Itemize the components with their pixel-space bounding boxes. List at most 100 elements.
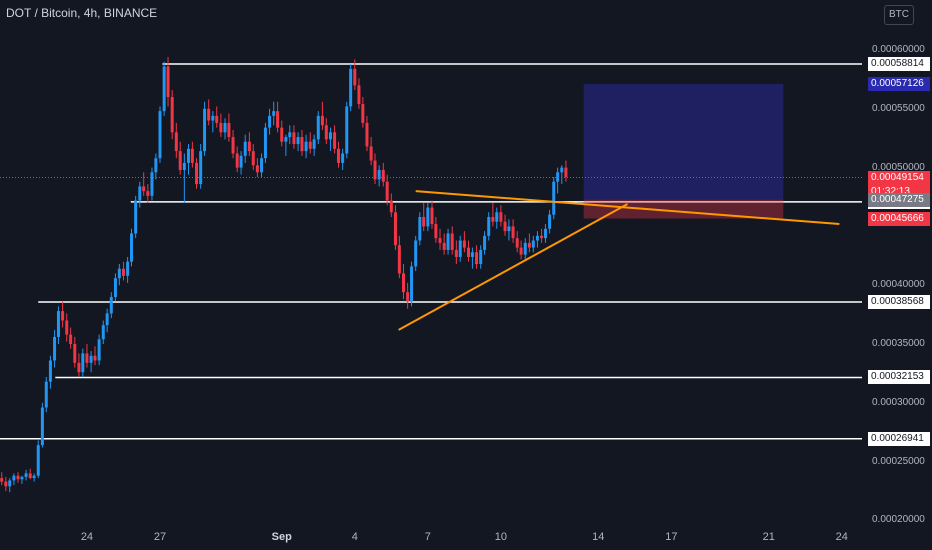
candle-body-8 bbox=[20, 476, 24, 480]
candle-body-105 bbox=[414, 240, 418, 267]
candle-body-57 bbox=[219, 122, 223, 133]
candle-body-18 bbox=[61, 311, 65, 321]
candle-body-22 bbox=[77, 362, 81, 373]
candle-body-100 bbox=[393, 212, 397, 246]
candle-body-3 bbox=[0, 478, 4, 482]
candle-body-127 bbox=[503, 221, 507, 232]
candle-body-114 bbox=[450, 233, 454, 250]
currency-button[interactable]: BTC bbox=[884, 5, 914, 25]
candle-body-97 bbox=[381, 169, 385, 182]
target-zone[interactable] bbox=[583, 83, 784, 200]
y-tick-label: 0.00060000 bbox=[872, 44, 925, 55]
candle-body-78 bbox=[304, 141, 308, 152]
price-label-tag: 0.00038568 bbox=[868, 295, 930, 310]
candle-body-75 bbox=[292, 132, 296, 145]
candle-body-56 bbox=[215, 115, 219, 123]
candle-body-124 bbox=[491, 216, 495, 222]
candle-body-61 bbox=[235, 153, 239, 168]
candle-body-126 bbox=[499, 212, 503, 222]
candle-body-42 bbox=[158, 111, 162, 159]
candle-body-30 bbox=[109, 296, 113, 314]
candle-body-15 bbox=[48, 360, 52, 382]
price-label-tag: 0.00049154 bbox=[868, 170, 930, 185]
candle-body-28 bbox=[101, 325, 105, 340]
trendline-1[interactable] bbox=[398, 203, 629, 331]
candle-body-71 bbox=[276, 111, 280, 128]
candle-body-88 bbox=[345, 106, 349, 154]
candle-body-107 bbox=[422, 216, 426, 227]
candle-body-65 bbox=[251, 151, 255, 166]
candle-body-37 bbox=[138, 186, 142, 201]
price-label-tag: 0.00032153 bbox=[868, 370, 930, 385]
candles bbox=[0, 57, 568, 493]
candle-body-25 bbox=[89, 355, 93, 363]
candle-body-99 bbox=[389, 200, 393, 213]
trendline-0[interactable] bbox=[415, 190, 840, 226]
x-tick-label: Sep bbox=[271, 531, 292, 543]
candle-body-46 bbox=[174, 132, 178, 152]
candle-body-132 bbox=[523, 242, 527, 255]
candle-body-66 bbox=[255, 165, 259, 173]
x-tick-label: 24 bbox=[835, 531, 848, 543]
candle-body-130 bbox=[515, 238, 519, 248]
x-tick-label: 4 bbox=[351, 531, 358, 543]
candle-body-67 bbox=[260, 158, 264, 173]
candle-body-53 bbox=[203, 108, 207, 152]
candle-body-32 bbox=[117, 268, 121, 279]
candle-body-76 bbox=[296, 137, 300, 145]
candle-body-102 bbox=[402, 273, 405, 293]
candle-body-89 bbox=[349, 68, 353, 107]
candle-body-128 bbox=[507, 226, 511, 232]
y-tick-label: 0.00035000 bbox=[872, 338, 925, 349]
price-label-tag: 0.00057126 bbox=[868, 76, 930, 91]
candle-body-54 bbox=[207, 108, 211, 121]
candle-body-49 bbox=[186, 148, 190, 163]
candle-body-82 bbox=[320, 115, 324, 126]
candle-body-138 bbox=[548, 214, 552, 229]
candle-body-16 bbox=[53, 336, 57, 361]
candle-body-83 bbox=[324, 125, 328, 140]
candle-body-125 bbox=[495, 212, 499, 222]
candle-body-47 bbox=[178, 151, 182, 170]
y-tick-label: 0.00030000 bbox=[872, 396, 925, 408]
candle-body-48 bbox=[182, 162, 186, 170]
candle-body-11 bbox=[32, 475, 36, 479]
candle-body-59 bbox=[227, 122, 231, 138]
trendlines bbox=[398, 190, 840, 331]
candle-body-72 bbox=[280, 127, 284, 142]
candle-body-70 bbox=[272, 111, 276, 116]
candle-body-62 bbox=[239, 155, 243, 168]
candle-body-10 bbox=[28, 473, 32, 479]
candle-body-104 bbox=[410, 266, 414, 302]
candle-body-122 bbox=[483, 235, 487, 250]
candle-body-137 bbox=[543, 228, 547, 239]
candle-body-21 bbox=[73, 344, 77, 363]
candle-body-33 bbox=[121, 268, 125, 276]
candle-body-60 bbox=[231, 137, 235, 154]
candle-body-36 bbox=[134, 200, 138, 234]
candle-body-38 bbox=[142, 186, 146, 192]
candle-body-118 bbox=[467, 247, 471, 257]
candle-body-4 bbox=[4, 481, 8, 487]
x-tick-label: 7 bbox=[424, 531, 431, 543]
candle-body-77 bbox=[300, 137, 304, 152]
candle-body-52 bbox=[199, 151, 203, 185]
position-box bbox=[583, 83, 784, 219]
candle-body-34 bbox=[126, 261, 130, 276]
candle-body-94 bbox=[369, 146, 373, 161]
stop-zone[interactable] bbox=[583, 199, 784, 219]
x-tick-label: 21 bbox=[762, 531, 775, 543]
candle-body-136 bbox=[540, 235, 544, 239]
y-tick-label: 0.00020000 bbox=[872, 514, 925, 526]
candle-body-81 bbox=[316, 115, 320, 140]
candle-body-6 bbox=[12, 475, 16, 481]
candle-body-35 bbox=[130, 233, 134, 262]
candle-body-19 bbox=[65, 320, 69, 335]
y-tick-label: 0.00025000 bbox=[872, 455, 925, 467]
candle-body-119 bbox=[470, 252, 474, 257]
candle-body-20 bbox=[69, 334, 73, 344]
candle-body-115 bbox=[454, 249, 458, 257]
candle-body-91 bbox=[357, 85, 361, 105]
x-tick-label: 17 bbox=[665, 531, 678, 543]
